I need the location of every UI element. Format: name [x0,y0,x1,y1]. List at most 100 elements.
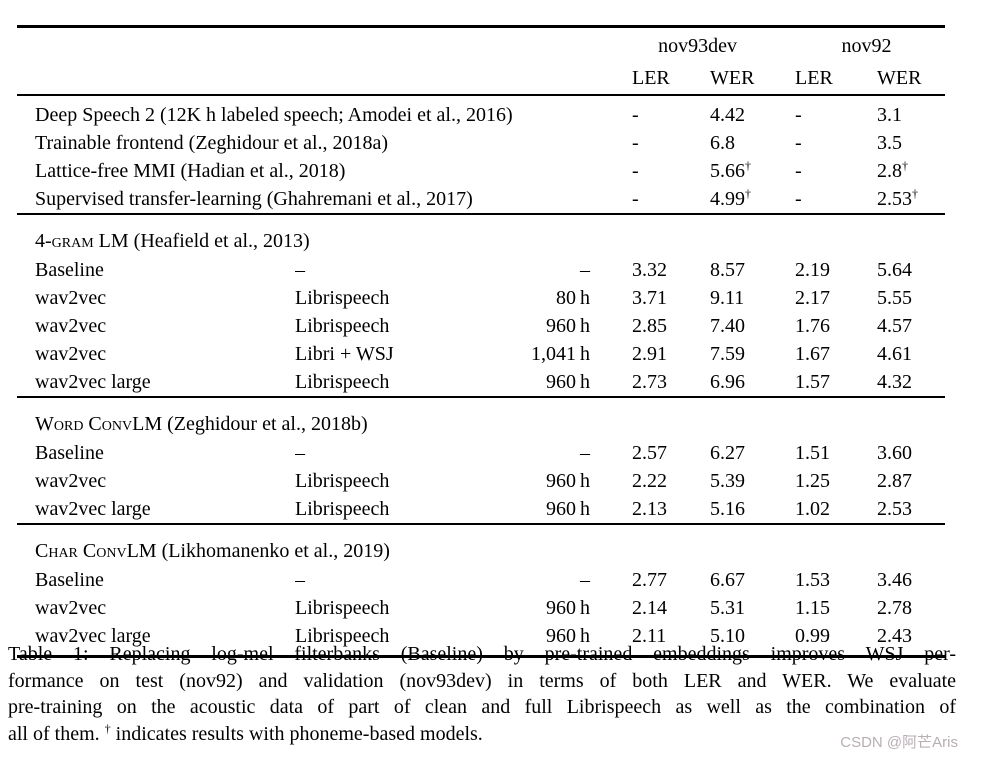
cell-c1: Librispeech [295,370,390,393]
cell-c5: 2.19 [795,258,831,281]
caption-line: pre-training on the acoustic data of par… [8,696,956,719]
cell-c0: wav2vec [35,596,107,619]
table-section: 4-gram LM (Heafield et al., 2013) Baselin… [17,214,946,397]
cell-c4: 7.59 [710,342,745,365]
cell-c3: 2.11 [632,624,667,647]
cell-c4: 6.67 [710,568,745,591]
cell-c5: - [795,131,802,154]
cell-c0: Supervised transfer-learning (Ghahremani… [35,187,473,210]
table-row: wav2vec large Librispeech 960 h 2.73 6.96 1.5… [17,368,945,397]
cell-c1: – [295,568,305,591]
cell-c2: – [580,258,590,281]
cell-c5: 1.57 [795,370,831,393]
cell-c2: 960 h [545,624,590,647]
cell-c4: 5.10 [710,624,745,647]
table-section: Word ConvLM (Zeghidour et al., 2018b) Bas… [17,397,946,524]
cell-c2: 1,041 h [530,342,590,365]
table-row: Trainable frontend (Zeghidour et al., 20… [17,129,945,157]
cell-c6: 3.5 [877,131,903,154]
section-title: Char ConvLM (Likhomanenko et al., 2019) [35,540,390,562]
cell-c2: – [580,441,590,464]
cell-c1: Librispeech [295,469,390,492]
dagger-marker: † [745,185,751,200]
cell-c4: 7.40 [710,314,745,337]
cell-c5: 1.53 [795,568,831,591]
section-title: Word ConvLM (Zeghidour et al., 2018b) [35,413,368,435]
cell-c6: 2.8† [877,157,909,182]
cell-c2: 960 h [545,370,590,393]
table-section: Deep Speech 2 (12K h labeled speech; Amo… [17,95,945,214]
table-row: Lattice-free MMI (Hadian et al., 2018) - 5… [17,157,945,185]
cell-c4: 6.96 [710,370,745,393]
cell-c2: 960 h [545,314,590,337]
cell-c2: – [580,568,590,591]
cell-c4: 5.66† [710,157,751,182]
cell-c6: 4.61 [877,342,913,365]
table-caption: Table 1: Replacing log-mel filterbanks (… [8,641,956,747]
dagger-marker: † [902,157,909,172]
metric-header-wer-dev: WER [710,67,755,89]
group-header-nov93dev: nov93dev [658,35,737,57]
dagger-marker: † [104,721,111,736]
header-spacer [17,59,632,95]
table-row: Supervised transfer-learning (Ghahremani… [17,185,945,214]
cell-c1: Librispeech [295,314,390,337]
cell-c4: 8.57 [710,258,745,281]
cell-c5: - [795,187,802,210]
cell-c5: 1.15 [795,596,831,619]
section-header-row: Char ConvLM (Likhomanenko et al., 2019) [17,524,945,566]
table-row: wav2vec Librispeech 960 h 2.14 5.31 1.15 2.78 [17,594,945,622]
cell-c0: wav2vec [35,314,107,337]
cell-c1: Librispeech [295,596,390,619]
cell-c0: Baseline [35,258,104,281]
section-header-row: Word ConvLM (Zeghidour et al., 2018b) [17,397,945,439]
table-row: Baseline – – 2.57 6.27 1.51 3.60 [17,439,945,467]
cell-c6: 5.55 [877,286,913,309]
metric-header-wer-test: WER [877,67,922,89]
cell-c3: 2.91 [632,342,667,365]
metric-header-ler-test: LER [795,67,833,89]
table-row: wav2vec Librispeech 80 h 3.71 9.11 2.17 5.55 [17,284,945,312]
cell-c0: wav2vec large [35,624,151,647]
caption-line: formance on test (nov92) and validation … [8,669,956,692]
cell-c4: 6.8 [710,131,735,154]
metric-header-row: LER WER LER WER [17,59,945,95]
cell-c1: Librispeech [295,497,390,520]
metric-header-ler-dev: LER [632,67,670,89]
cell-c3: - [632,103,639,126]
cell-c2: 960 h [545,596,590,619]
watermark: CSDN @阿芒Aris [840,734,958,751]
table-row: wav2vec large Librispeech 960 h 2.11 5.10 0.9… [17,622,945,657]
cell-c3: 3.71 [632,286,667,309]
table-row: wav2vec large Librispeech 960 h 2.13 5.16 1.0… [17,495,945,524]
cell-c5: 1.67 [795,342,831,365]
cell-c0: wav2vec [35,469,107,492]
cell-c5: 0.99 [795,624,831,647]
cell-c5: 1.02 [795,497,831,520]
section-header-row: 4-gram LM (Heafield et al., 2013) [17,214,945,256]
group-header-nov92: nov92 [841,35,892,57]
cell-c3: 2.73 [632,370,667,393]
table-row: Baseline – – 3.32 8.57 2.19 5.64 [17,256,945,284]
cell-c2: 80 h [555,286,590,309]
cell-c0: wav2vec [35,342,107,365]
cell-c1: Librispeech [295,286,390,309]
table-row: wav2vec Librispeech 960 h 2.85 7.40 1.76 4.57 [17,312,945,340]
cell-c6: 4.57 [877,314,913,337]
cell-c0: Deep Speech 2 (12K h labeled speech; Amo… [35,103,513,126]
caption-line: Table 1: Replacing log-mel filterbanks (… [8,643,956,665]
cell-c6: 4.32 [877,370,913,393]
table-row: wav2vec Librispeech 960 h 2.22 5.39 1.25 2.87 [17,467,945,495]
table-section: Char ConvLM (Likhomanenko et al., 2019) B… [17,524,946,657]
cell-c0: wav2vec large [35,497,151,520]
table-row: Deep Speech 2 (12K h labeled speech; Amo… [17,95,945,129]
cell-c3: 2.14 [632,596,667,619]
cell-c5: - [795,159,802,182]
cell-c5: 2.17 [795,286,831,309]
cell-c6: 2.53† [877,185,919,210]
cell-c1: Librispeech [295,624,390,647]
table-header: nov93dev nov92 LER WER LER WER [17,27,946,95]
cell-c0: Trainable frontend (Zeghidour et al., 20… [35,131,389,154]
cell-c3: 2.85 [632,314,667,337]
